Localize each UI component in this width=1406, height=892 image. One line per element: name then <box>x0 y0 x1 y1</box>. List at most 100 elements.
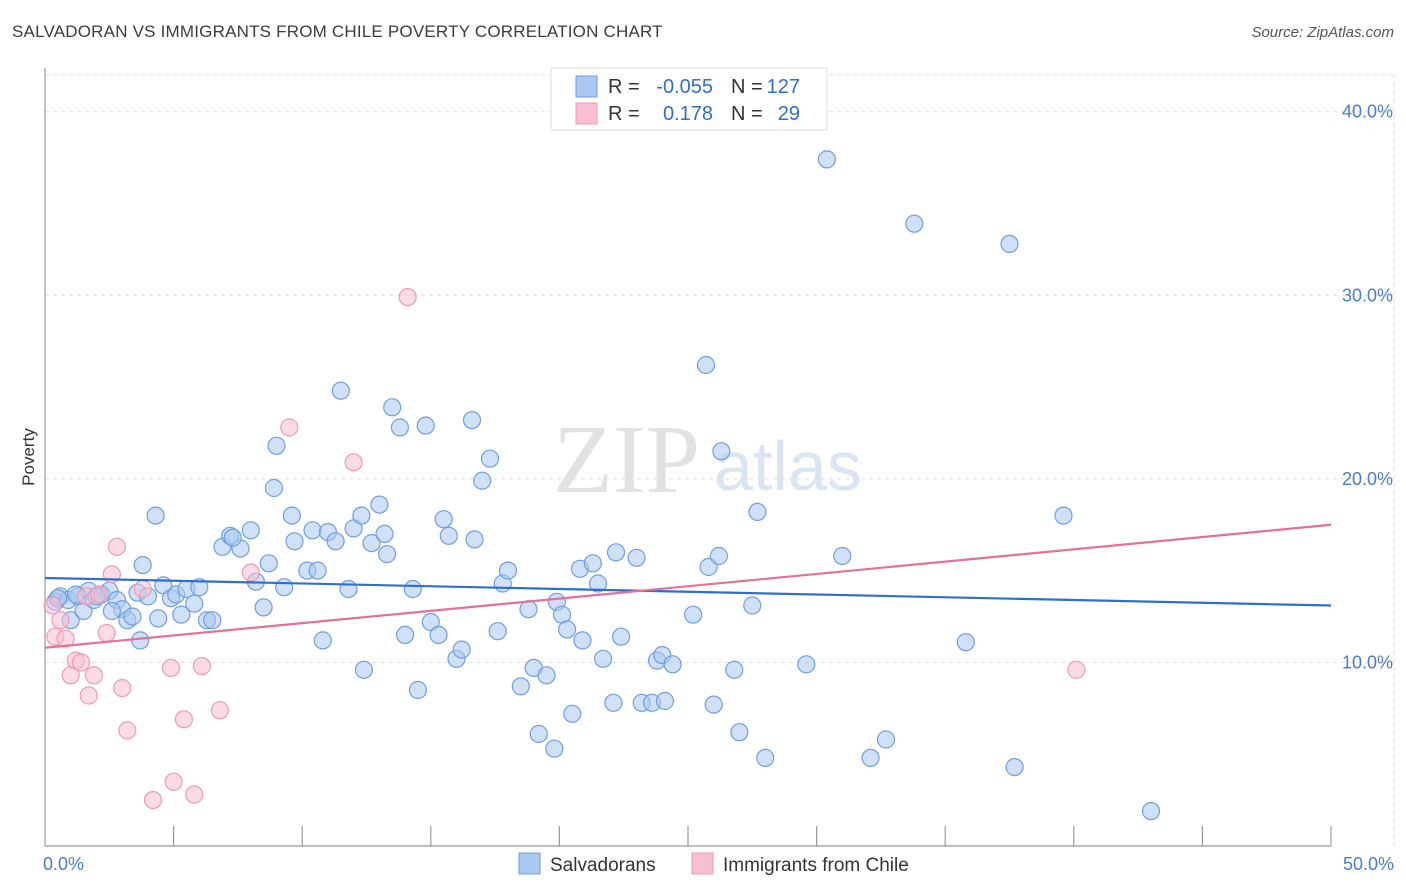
salvadorans-point-42 <box>313 631 332 650</box>
chart-title: SALVADORAN VS IMMIGRANTS FROM CHILE POVE… <box>12 22 663 41</box>
bottom-legend-salvadorans: Salvadorans <box>550 855 656 876</box>
y-axis-label: Poverty <box>19 428 38 486</box>
bottom-legend-swatch-salvadorans <box>518 852 541 875</box>
salvadorans-point-109 <box>797 655 816 674</box>
salvadorans-point-17 <box>149 609 168 628</box>
salvadorans-point-82 <box>563 704 582 723</box>
legend-n-label-1: N = <box>731 76 763 98</box>
salvadorans-point-53 <box>378 544 397 564</box>
chile-point-20 <box>174 710 193 729</box>
chile-point-3 <box>56 629 75 648</box>
salvadorans-point-15 <box>131 631 150 650</box>
salvadorans-point-32 <box>254 598 273 617</box>
salvadorans-point-61 <box>429 625 448 645</box>
salvadorans-point-55 <box>390 418 409 437</box>
salvadorans-point-41 <box>308 561 327 580</box>
legend-swatch-pink <box>575 102 598 125</box>
chile-point-0 <box>43 596 62 615</box>
axes <box>44 68 1332 847</box>
chile-point-24 <box>241 563 260 582</box>
legend-r-value-2: 0.178 <box>663 103 713 125</box>
salvadorans-point-91 <box>627 548 646 567</box>
salvadorans-point-86 <box>588 574 608 593</box>
chile-point-21 <box>185 785 204 804</box>
y-tick-label-2: 30.0% <box>1342 285 1393 305</box>
salvadorans-point-85 <box>583 554 602 573</box>
salvadorans-point-22 <box>185 594 204 613</box>
salvadorans-point-103 <box>712 442 731 461</box>
salvadorans-point-96 <box>655 691 675 711</box>
x-tick-labels: 0.0% 50.0% <box>43 854 1394 874</box>
series-legend: Salvadorans Immigrants from Chile <box>518 852 909 876</box>
salvadorans-point-98 <box>683 605 703 624</box>
salvadorans-point-37 <box>282 506 301 525</box>
salvadorans-point-33 <box>259 554 278 573</box>
y-tick-label-0: 10.0% <box>1342 652 1393 672</box>
chile-point-15 <box>118 721 137 740</box>
chile-point-18 <box>161 658 181 678</box>
salvadorans-point-38 <box>285 532 304 551</box>
salvadorans-point-107 <box>748 502 767 521</box>
salvadorans-point-116 <box>1000 234 1019 253</box>
salvadorans-point-23 <box>190 578 209 597</box>
stats-legend: R = -0.055 N = 127 R = 0.178 N = 29 <box>550 67 828 131</box>
salvadorans-point-68 <box>473 471 492 490</box>
chile-point-17 <box>143 790 163 810</box>
legend-r-label-1: R = <box>608 76 640 98</box>
trend-lines <box>44 523 1332 649</box>
salvadorans-point-70 <box>488 622 507 641</box>
salvadorans-point-113 <box>876 730 896 749</box>
salvadorans-point-72 <box>498 561 518 580</box>
salvadorans-point-117 <box>1005 757 1024 777</box>
salvadorans-point-101 <box>704 695 723 714</box>
salvadorans-point-48 <box>352 506 371 525</box>
salvadorans-point-25 <box>133 555 152 575</box>
watermark-atlas: atlas <box>714 427 862 505</box>
salvadorans-point-74 <box>519 600 538 619</box>
y-tick-labels: 10.0% 20.0% 30.0% 40.0% <box>1342 102 1393 673</box>
salvadorans-point-114 <box>905 214 924 233</box>
chile-point-13 <box>107 537 127 556</box>
chile-point-27 <box>398 288 417 307</box>
salvadorans-point-52 <box>375 524 394 544</box>
salvadorans-point-34 <box>264 478 283 498</box>
chile-point-10 <box>89 585 109 604</box>
salvadorans-point-119 <box>1141 801 1161 821</box>
salvadorans-point-115 <box>956 633 975 652</box>
chile-point-6 <box>71 653 91 672</box>
salvadorans-point-73 <box>511 677 530 696</box>
legend-r-value-1: -0.055 <box>656 76 713 98</box>
salvadorans-point-124 <box>172 605 191 624</box>
salvadorans-point-89 <box>606 543 626 562</box>
salvadorans-point-40 <box>303 521 322 540</box>
salvadorans-point-90 <box>611 627 631 646</box>
salvadorans-point-67 <box>465 530 484 549</box>
salvadorans-point-50 <box>362 533 381 553</box>
legend-n-value-2: 29 <box>778 103 800 125</box>
salvadorans-point-65 <box>452 640 471 659</box>
salvadorans-point-126 <box>223 528 242 547</box>
salvadorans-point-88 <box>604 693 623 712</box>
salvadorans-point-58 <box>408 680 427 700</box>
salvadorans-point-45 <box>331 381 350 400</box>
y-tick-label-1: 20.0% <box>1342 469 1393 489</box>
legend-n-value-1: 127 <box>767 76 800 98</box>
salvadorans-point-59 <box>416 416 435 435</box>
chile-point-19 <box>164 772 183 791</box>
chile-point-22 <box>192 656 211 676</box>
salvadorans-point-87 <box>593 649 613 668</box>
salvadorans-point-83 <box>573 631 592 650</box>
chile-point-14 <box>113 678 132 698</box>
salvadorans-point-97 <box>663 655 682 674</box>
salvadorans-point-63 <box>439 526 458 545</box>
salvadorans-point-30 <box>241 521 260 540</box>
salvadorans-point-36 <box>275 578 294 597</box>
salvadorans-point-104 <box>725 660 744 679</box>
chile-point-16 <box>133 579 152 599</box>
series-immigrants-from-chile <box>43 288 1086 810</box>
chile-point-2 <box>51 611 70 630</box>
legend-r-label-2: R = <box>608 103 640 125</box>
x-tick-label-1: 50.0% <box>1343 854 1394 874</box>
salvadorans-point-13 <box>123 607 142 626</box>
